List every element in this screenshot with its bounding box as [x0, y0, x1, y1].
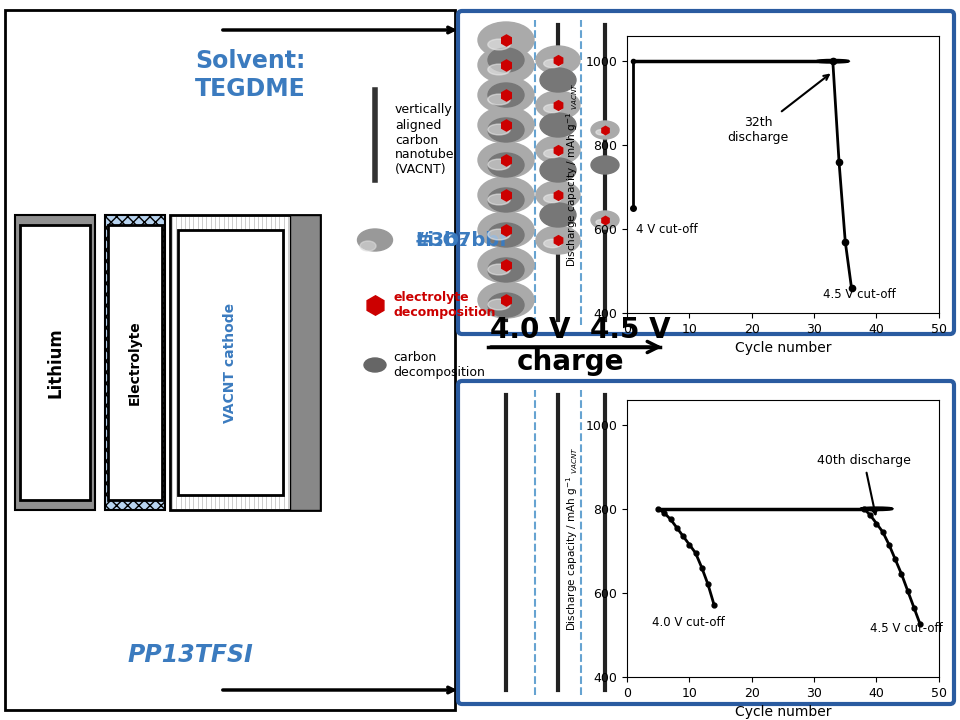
Ellipse shape — [543, 239, 562, 248]
Ellipse shape — [543, 59, 562, 68]
Ellipse shape — [488, 258, 524, 282]
X-axis label: Cycle number: Cycle number — [734, 341, 831, 356]
FancyBboxPatch shape — [5, 10, 455, 710]
FancyBboxPatch shape — [108, 225, 162, 500]
Ellipse shape — [488, 223, 524, 247]
Ellipse shape — [488, 48, 524, 72]
Ellipse shape — [478, 212, 534, 248]
Ellipse shape — [536, 91, 580, 119]
Ellipse shape — [596, 220, 607, 225]
Ellipse shape — [540, 68, 576, 92]
Ellipse shape — [488, 124, 510, 135]
Ellipse shape — [488, 94, 510, 105]
Ellipse shape — [591, 156, 619, 174]
Ellipse shape — [540, 113, 576, 137]
Ellipse shape — [488, 159, 510, 170]
Text: carbon
decomposition: carbon decomposition — [393, 351, 485, 379]
Ellipse shape — [536, 181, 580, 209]
Y-axis label: Discharge capacity / mAh g$^{-1}$ $_{VACNT}$: Discharge capacity / mAh g$^{-1}$ $_{VAC… — [564, 82, 580, 267]
Ellipse shape — [488, 293, 524, 317]
Text: 4 V cut-off: 4 V cut-off — [636, 223, 698, 236]
Ellipse shape — [478, 177, 534, 213]
Text: vertically
aligned
carbon
nanotube
(VACNT): vertically aligned carbon nanotube (VACN… — [395, 104, 454, 176]
Ellipse shape — [488, 264, 510, 275]
Circle shape — [861, 508, 892, 510]
Y-axis label: Discharge capacity / mAh g$^{-1}$ $_{VACNT}$: Discharge capacity / mAh g$^{-1}$ $_{VAC… — [564, 446, 580, 631]
Ellipse shape — [360, 241, 376, 251]
Text: Solvent:
TEGDME: Solvent: TEGDME — [195, 49, 305, 101]
Ellipse shape — [543, 194, 562, 203]
Text: PP13TFSI: PP13TFSI — [127, 643, 252, 667]
Ellipse shape — [488, 83, 524, 107]
Text: Li₂O₂: Li₂O₂ — [415, 230, 468, 250]
Ellipse shape — [488, 64, 510, 75]
FancyBboxPatch shape — [458, 381, 954, 704]
Ellipse shape — [543, 149, 562, 158]
Ellipse shape — [488, 153, 524, 177]
Ellipse shape — [488, 188, 524, 212]
Text: 4.0 V cut-off: 4.0 V cut-off — [652, 616, 725, 629]
Ellipse shape — [596, 130, 607, 135]
Text: VACNT cathode: VACNT cathode — [223, 303, 237, 423]
Text: 32th
discharge: 32th discharge — [728, 75, 828, 144]
Text: charge: charge — [516, 348, 624, 376]
FancyBboxPatch shape — [178, 230, 283, 495]
Text: 4.5 V cut-off: 4.5 V cut-off — [870, 622, 943, 635]
FancyBboxPatch shape — [458, 11, 954, 334]
Ellipse shape — [591, 121, 619, 139]
X-axis label: Cycle number: Cycle number — [734, 705, 831, 719]
Ellipse shape — [540, 158, 576, 182]
Ellipse shape — [536, 226, 580, 254]
Ellipse shape — [591, 211, 619, 229]
Ellipse shape — [540, 203, 576, 227]
Circle shape — [817, 60, 849, 62]
Ellipse shape — [543, 104, 562, 113]
Ellipse shape — [488, 118, 524, 142]
Ellipse shape — [478, 247, 534, 283]
Ellipse shape — [478, 77, 534, 113]
Ellipse shape — [478, 282, 534, 318]
FancyBboxPatch shape — [170, 215, 320, 510]
Text: 4.5 V: 4.5 V — [590, 316, 671, 344]
FancyBboxPatch shape — [20, 225, 90, 500]
FancyBboxPatch shape — [290, 215, 320, 510]
Text: electrolyte
decomposition: electrolyte decomposition — [393, 291, 495, 319]
Ellipse shape — [536, 46, 580, 74]
Ellipse shape — [488, 229, 510, 240]
Ellipse shape — [488, 194, 510, 205]
Text: #3b7bbf: #3b7bbf — [415, 230, 509, 250]
Ellipse shape — [478, 142, 534, 178]
Ellipse shape — [478, 22, 534, 58]
Text: 4.5 V cut-off: 4.5 V cut-off — [824, 287, 897, 301]
Ellipse shape — [364, 358, 386, 372]
Text: 4.0 V: 4.0 V — [490, 316, 570, 344]
FancyBboxPatch shape — [105, 215, 165, 510]
Text: Lithium: Lithium — [46, 328, 64, 398]
FancyBboxPatch shape — [15, 215, 95, 510]
Text: 40th discharge: 40th discharge — [817, 454, 911, 514]
Ellipse shape — [478, 107, 534, 143]
Ellipse shape — [488, 39, 510, 50]
Ellipse shape — [488, 299, 510, 310]
Ellipse shape — [478, 47, 534, 83]
Ellipse shape — [536, 136, 580, 164]
Text: Electrolyte: Electrolyte — [128, 320, 142, 405]
Ellipse shape — [357, 229, 393, 251]
